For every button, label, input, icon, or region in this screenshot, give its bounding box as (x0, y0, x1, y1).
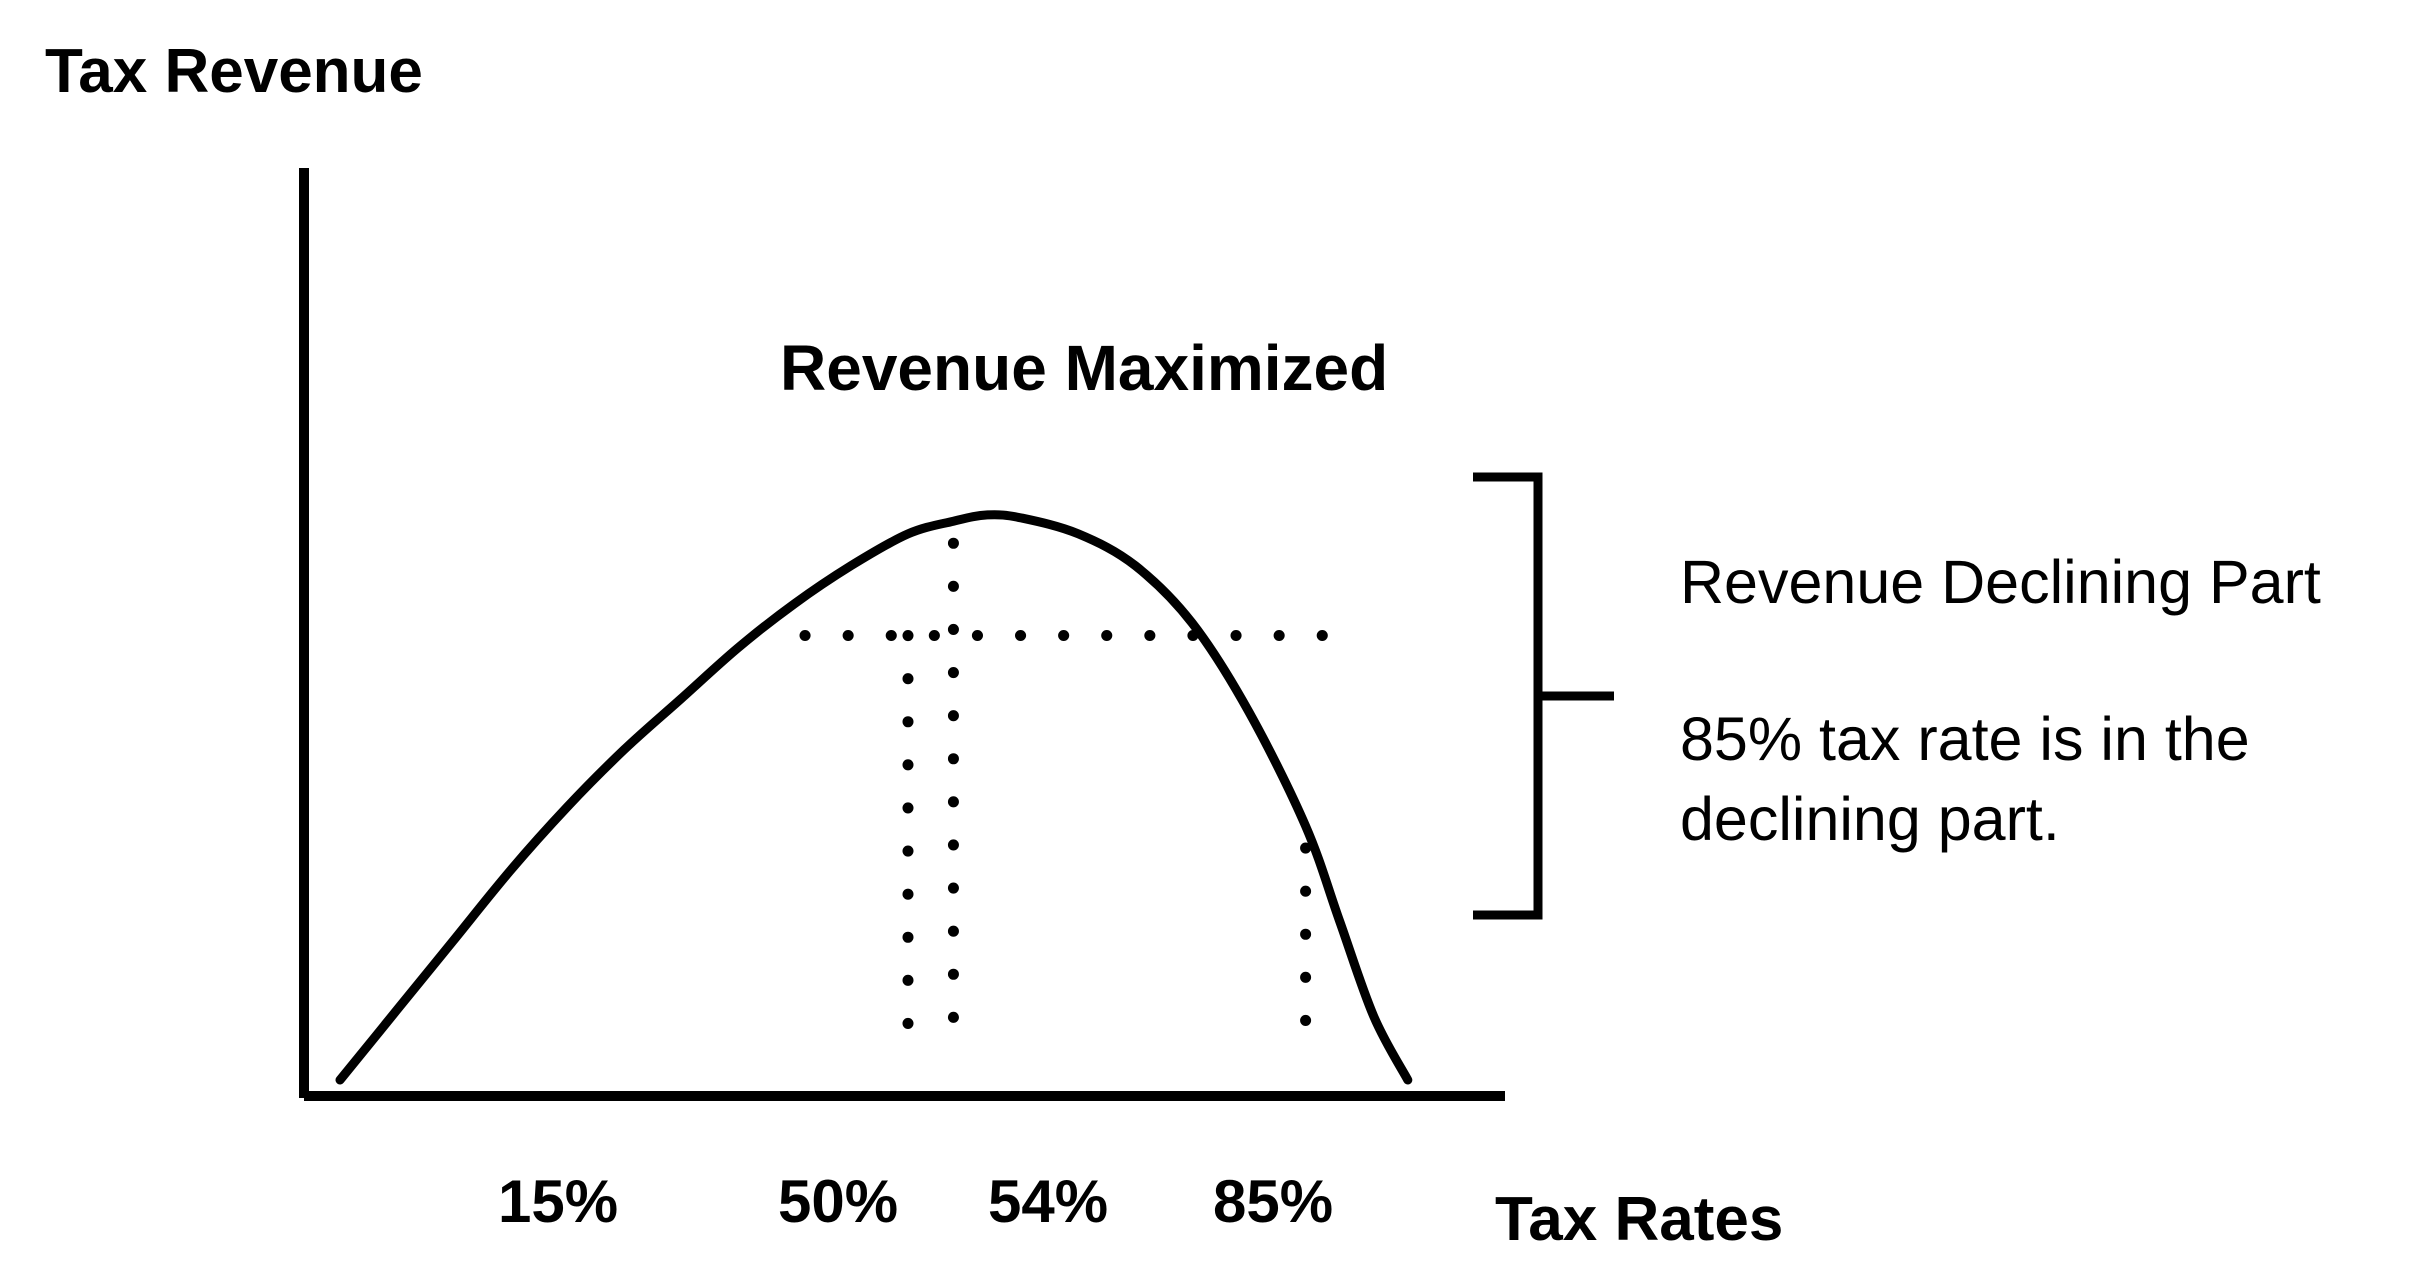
x-axis-label: Tax Rates (1495, 1185, 1783, 1254)
declining-part-title: Revenue Declining Part (1680, 548, 2321, 616)
tick-label-85: 85% (1213, 1168, 1333, 1235)
tick-label-50: 50% (778, 1168, 898, 1235)
tick-label-54: 54% (988, 1168, 1108, 1235)
tick-label-15: 15% (498, 1168, 618, 1235)
declining-part-note-line2: declining part. (1680, 785, 2060, 853)
declining-part-bracket (1473, 472, 1614, 920)
declining-part-note-line1: 85% tax rate is in the (1680, 705, 2250, 773)
revenue-maximized-label: Revenue Maximized (780, 332, 1388, 404)
revenue-curve (335, 510, 1413, 1085)
y-axis-label: Tax Revenue (45, 37, 423, 106)
reference-lines (799, 537, 1361, 1064)
